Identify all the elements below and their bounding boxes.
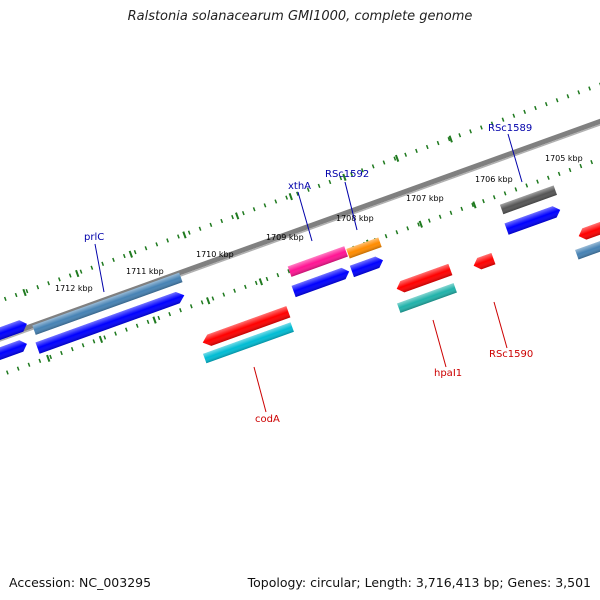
feature-hpaI1[interactable] (395, 263, 453, 295)
leader-RSc1589 (507, 133, 523, 183)
kbp-label-1712: 1712 kbp (55, 284, 93, 293)
feature-xthA-sheen (287, 246, 348, 277)
feature-hpaI1-sheen (396, 263, 453, 293)
feature-xthA-cds[interactable] (291, 266, 352, 298)
major-tick (46, 354, 51, 362)
gene-label-RSc1592: RSc1592 (325, 169, 369, 180)
leader-hpaI1 (432, 319, 447, 368)
feature-hpaI1-rna[interactable] (397, 283, 457, 313)
feature-prlC-cds[interactable] (35, 290, 187, 354)
kbp-label-1707: 1707 kbp (406, 194, 444, 203)
major-ticks-forward (22, 135, 453, 297)
accession-label: Accession: NC_003295 (9, 575, 152, 590)
major-tick (448, 135, 453, 143)
genome-summary: Topology: circular; Length: 3,716,413 bp… (247, 575, 591, 590)
leader-codA (253, 366, 267, 413)
kbp-label-1711: 1711 kbp (126, 267, 164, 276)
label-leaders (94, 133, 523, 413)
feature-codA[interactable] (201, 306, 291, 348)
major-tick (128, 250, 133, 258)
kbp-label-1705: 1705 kbp (545, 154, 583, 163)
forward-tick-track (0, 6, 600, 309)
leader-prlC (94, 243, 105, 293)
feature-RSc1590[interactable] (472, 252, 496, 271)
major-tick (472, 201, 477, 209)
major-tick (22, 288, 27, 297)
major-tick (418, 220, 423, 228)
major-tick (342, 173, 347, 181)
major-tick (206, 297, 211, 305)
feature-prlC-cds-sheen (35, 291, 185, 354)
leader-xthA (297, 191, 313, 242)
feature-right-edge-blue-sheen (575, 236, 600, 260)
feature-codA-sheen (202, 306, 291, 346)
kbp-label-1708: 1708 kbp (336, 214, 374, 223)
major-tick (98, 335, 104, 344)
gene-label-RSc1590: RSc1590 (489, 349, 533, 360)
feature-left-edge-2[interactable] (0, 338, 29, 366)
leader-RSc1592 (344, 181, 358, 231)
feature-xthA[interactable] (287, 246, 348, 277)
feature-prlC[interactable] (32, 272, 183, 335)
feature-RSc1589[interactable] (499, 185, 557, 215)
feature-RSc1589-sheen (499, 185, 557, 215)
major-tick (394, 154, 400, 162)
gene-label-codA: codA (255, 414, 280, 425)
feature-RSc1590-sheen (473, 252, 496, 270)
feature-RSc1592-cds[interactable] (349, 255, 385, 278)
gene-label-prlC: prlC (84, 232, 104, 243)
feature-left-edge-1-sheen (0, 320, 27, 346)
leader-RSc1590 (493, 301, 508, 349)
feature-RSc1592-sheen (346, 237, 382, 259)
feature-RSc1589-cds-sheen (504, 206, 561, 235)
kbp-label-1706: 1706 kbp (475, 175, 513, 184)
major-tick (288, 192, 293, 201)
feature-RSc1589-cds[interactable] (504, 204, 563, 235)
major-tick (152, 316, 157, 324)
feature-left-edge-1[interactable] (0, 318, 29, 346)
feature-codA-rna-sheen (203, 322, 294, 364)
gene-label-RSc1589: RSc1589 (488, 123, 532, 134)
feature-hpaI1-rna-sheen (397, 283, 457, 313)
feature-xthA-cds-sheen (291, 267, 350, 298)
major-tick (235, 212, 240, 220)
feature-prlC-sheen (32, 272, 183, 335)
feature-codA-rna[interactable] (203, 322, 294, 364)
feature-right-edge-red[interactable] (577, 216, 600, 242)
gene-label-hpaI1: hpaI1 (434, 368, 462, 379)
backbone-bar (0, 25, 600, 369)
feature-left-edge-2-sheen (0, 340, 27, 366)
feature-right-edge-red-sheen (578, 216, 600, 240)
major-tick (75, 269, 80, 278)
major-tick (258, 278, 264, 286)
feature-right-edge-blue[interactable] (575, 236, 600, 260)
figure-title: Ralstonia solanacearum GMI1000, complete… (127, 9, 473, 24)
feature-RSc1592-cds-sheen (349, 256, 383, 278)
kbp-label-1710: 1710 kbp (196, 250, 234, 259)
gene-label-xthA: xthA (288, 181, 311, 192)
kbp-label-1709: 1709 kbp (266, 233, 304, 242)
feature-RSc1592[interactable] (346, 237, 382, 259)
major-tick (182, 231, 187, 239)
